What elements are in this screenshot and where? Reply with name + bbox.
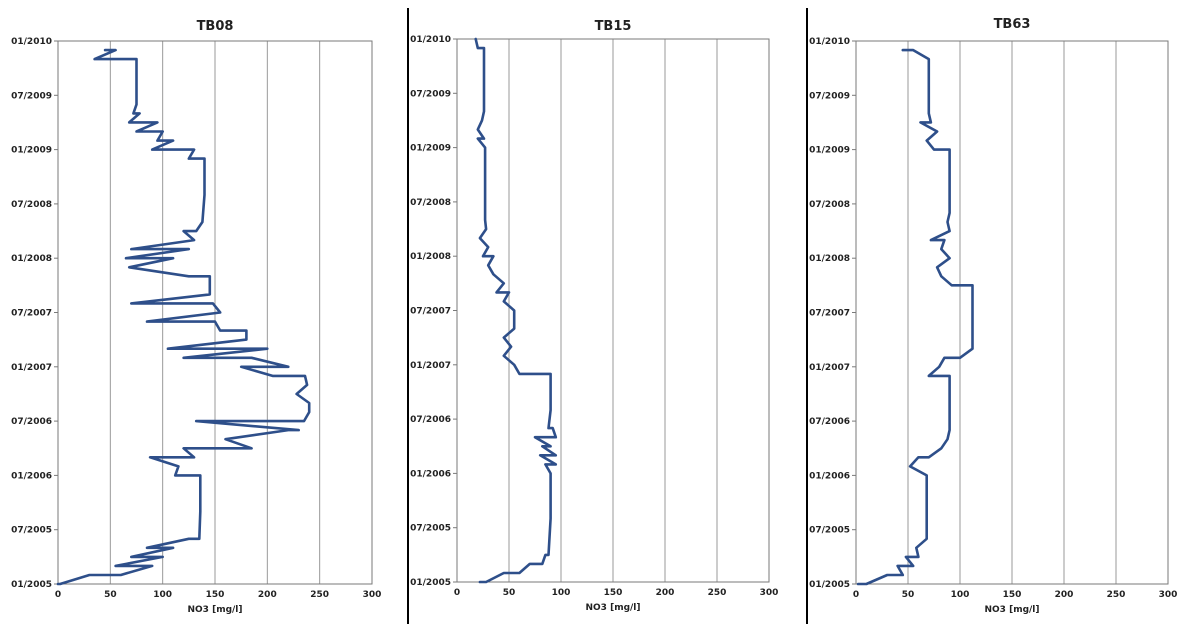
y-tick-label: 07/2005 <box>11 526 52 536</box>
y-tick-label: 07/2006 <box>410 415 451 425</box>
y-tick-label: 01/2007 <box>11 363 52 373</box>
y-tick-label: 01/2008 <box>410 252 451 262</box>
y-tick-label: 07/2008 <box>11 200 52 210</box>
x-axis-label: NO3 [mg/l] <box>985 605 1040 615</box>
x-axis-label: NO3 [mg/l] <box>188 605 243 615</box>
chart-title: TB63 <box>994 17 1031 32</box>
chart-title: TB08 <box>197 19 234 34</box>
y-tick-label: 07/2007 <box>11 309 52 319</box>
x-tick-label: 0 <box>454 588 460 598</box>
x-axis-label: NO3 [mg/l] <box>586 603 641 613</box>
series-line <box>474 37 558 584</box>
y-tick-label: 07/2009 <box>11 91 52 101</box>
x-tick-label: 50 <box>503 588 516 598</box>
chart-panel-tb08: TB08 0 50 100 150 200 250 300 01/2005 07/2005 01/2… <box>0 8 409 624</box>
y-tick-label: 07/2007 <box>410 307 451 317</box>
x-tick-label: 250 <box>708 588 727 598</box>
y-tick-label: 01/2005 <box>410 578 451 588</box>
y-tick-label: 01/2010 <box>809 37 850 47</box>
x-tick-label: 250 <box>1107 590 1126 600</box>
x-tick-label: 0 <box>853 590 859 600</box>
y-tick-label: 01/2007 <box>809 363 850 373</box>
y-tick-label: 01/2006 <box>410 469 451 479</box>
x-tick-label: 150 <box>206 590 225 600</box>
x-tick-label: 0 <box>55 590 61 600</box>
x-tick-label: 250 <box>310 590 329 600</box>
series-line <box>56 48 311 586</box>
x-tick-label: 150 <box>604 588 623 598</box>
y-tick-label: 07/2008 <box>809 200 850 210</box>
y-tick-label: 07/2007 <box>809 309 850 319</box>
y-tick-label: 01/2006 <box>809 471 850 481</box>
x-tick-label: 100 <box>552 588 571 598</box>
y-tick-label: 01/2009 <box>809 146 850 156</box>
y-tick-label: 01/2005 <box>809 580 850 590</box>
y-tick-label: 01/2008 <box>809 254 850 264</box>
y-tick-label: 07/2005 <box>809 526 850 536</box>
chart-panel-tb15: TB15 0 50 100 150 200 250 300 01/2005 07/2005 01/2… <box>409 8 808 624</box>
chart-tb63: TB63 0 50 100 150 200 250 300 01/2005 07/2005 01/2… <box>809 17 1178 615</box>
y-tick-label: 07/2009 <box>809 91 850 101</box>
y-tick-label: 01/2008 <box>11 254 52 264</box>
x-tick-label: 150 <box>1003 590 1022 600</box>
x-tick-label: 300 <box>1159 590 1178 600</box>
x-tick-label: 300 <box>363 590 382 600</box>
y-tick-label: 07/2006 <box>809 417 850 427</box>
x-tick-label: 200 <box>656 588 675 598</box>
y-tick-label: 07/2009 <box>410 89 451 99</box>
chart-tb15: TB15 0 50 100 150 200 250 300 01/2005 07/2005 01/2… <box>410 19 779 613</box>
chart-tb08: TB08 0 50 100 150 200 250 300 01/2005 07/2005 01/2… <box>11 19 382 615</box>
x-tick-label: 50 <box>104 590 117 600</box>
x-tick-label: 300 <box>760 588 779 598</box>
x-tick-label: 100 <box>153 590 172 600</box>
x-tick-label: 200 <box>1055 590 1074 600</box>
chart-panel-tb63: TB63 0 50 100 150 200 250 300 01/2005 07/2005 01/2… <box>808 8 1204 624</box>
y-tick-label: 01/2007 <box>410 361 451 371</box>
y-tick-label: 07/2008 <box>410 198 451 208</box>
y-tick-label: 01/2009 <box>11 146 52 156</box>
series-line <box>856 48 974 586</box>
y-tick-label: 01/2005 <box>11 580 52 590</box>
y-tick-label: 07/2006 <box>11 417 52 427</box>
chart-title: TB15 <box>595 19 632 34</box>
x-tick-label: 50 <box>902 590 915 600</box>
y-tick-label: 01/2009 <box>410 144 451 154</box>
x-tick-label: 100 <box>951 590 970 600</box>
y-tick-label: 07/2005 <box>410 524 451 534</box>
y-tick-label: 01/2010 <box>11 37 52 47</box>
y-tick-label: 01/2006 <box>11 471 52 481</box>
y-tick-label: 01/2010 <box>410 35 451 45</box>
x-tick-label: 200 <box>258 590 277 600</box>
